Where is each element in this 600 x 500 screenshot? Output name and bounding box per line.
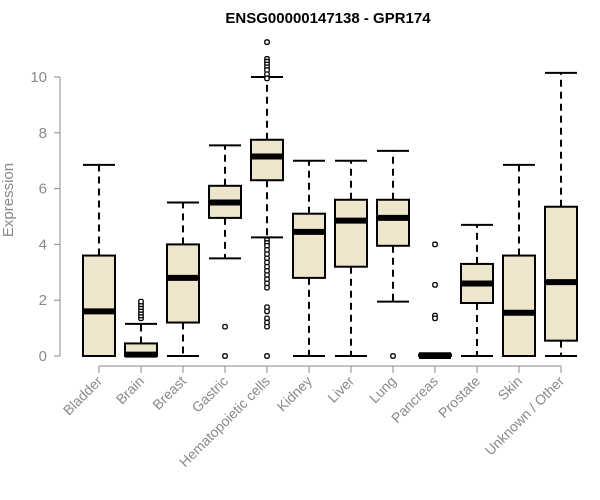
chart-title: ENSG00000147138 - GPR174: [225, 10, 431, 27]
iqr-box: [82, 254, 116, 357]
box-brain: [124, 298, 158, 358]
box-hematopoietic-cells: [250, 39, 284, 359]
box-skin: [502, 163, 536, 357]
iqr-box: [250, 138, 284, 182]
outlier-point: [432, 241, 438, 248]
box-kidney: [292, 159, 326, 357]
y-tick-label: 0: [39, 348, 47, 365]
outlier-point: [432, 282, 438, 288]
x-tick-label: Lung: [366, 373, 399, 406]
outlier-point: [138, 298, 144, 305]
x-tick-label: Brain: [113, 373, 147, 407]
outlier-point: [432, 315, 438, 322]
iqr-box: [502, 254, 536, 357]
outlier-point: [264, 323, 270, 330]
outlier-point: [264, 39, 270, 45]
box-gastric: [208, 144, 242, 359]
outlier-point: [264, 75, 270, 82]
iqr-box: [334, 198, 368, 268]
y-tick-label: 6: [39, 181, 47, 198]
box-unknown-other: [544, 71, 578, 357]
y-tick-label: 10: [30, 69, 47, 86]
x-tick-label: Kidney: [274, 373, 316, 415]
outlier-point: [222, 353, 228, 359]
x-tick-label: Skin: [495, 373, 526, 404]
outlier-point: [264, 308, 270, 315]
outlier-point: [264, 284, 270, 291]
iqr-box: [292, 212, 326, 279]
y-axis: 0 2 4 6 8 10: [30, 69, 61, 365]
iqr-box: [544, 205, 578, 342]
x-tick-label: Unknown / Other: [482, 373, 568, 459]
outlier-point: [264, 353, 270, 359]
box-liver: [334, 159, 368, 357]
box-lung: [376, 149, 410, 359]
box-prostate: [460, 223, 494, 357]
boxes-group: [82, 39, 578, 359]
outlier-point: [390, 353, 396, 359]
box-pancreas: [418, 241, 452, 359]
iqr-box: [376, 198, 410, 247]
box-bladder: [82, 163, 116, 357]
y-tick-label: 8: [39, 125, 47, 142]
x-tick-label: Breast: [149, 373, 189, 413]
y-tick-label: 4: [39, 236, 47, 253]
x-tick-label: Bladder: [60, 373, 106, 419]
iqr-box: [166, 243, 200, 324]
x-tick-label: Liver: [324, 373, 357, 406]
x-tick-label: Prostate: [435, 373, 483, 421]
x-tick-label: Pancreas: [388, 373, 441, 426]
outlier-point: [222, 323, 228, 330]
y-tick-label: 2: [39, 292, 47, 309]
box-breast: [166, 201, 200, 357]
y-axis-label: Expression: [0, 163, 17, 237]
